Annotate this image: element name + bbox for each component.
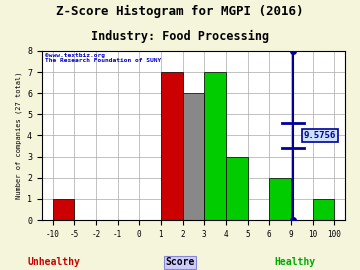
Text: Score: Score xyxy=(165,257,195,267)
Bar xyxy=(312,199,334,220)
Text: Z-Score Histogram for MGPI (2016): Z-Score Histogram for MGPI (2016) xyxy=(56,5,304,18)
Y-axis label: Number of companies (27 total): Number of companies (27 total) xyxy=(15,72,22,199)
Text: ©www.textbiz.org
The Research Foundation of SUNY: ©www.textbiz.org The Research Foundation… xyxy=(45,53,161,63)
Bar xyxy=(204,72,226,220)
Bar xyxy=(226,157,248,220)
Bar xyxy=(161,72,183,220)
Bar xyxy=(53,199,74,220)
Text: 9.5756: 9.5756 xyxy=(304,131,336,140)
Text: Healthy: Healthy xyxy=(275,257,316,267)
Text: Unhealthy: Unhealthy xyxy=(28,257,80,267)
Text: Industry: Food Processing: Industry: Food Processing xyxy=(91,30,269,43)
Bar xyxy=(183,93,204,220)
Bar xyxy=(269,178,291,220)
